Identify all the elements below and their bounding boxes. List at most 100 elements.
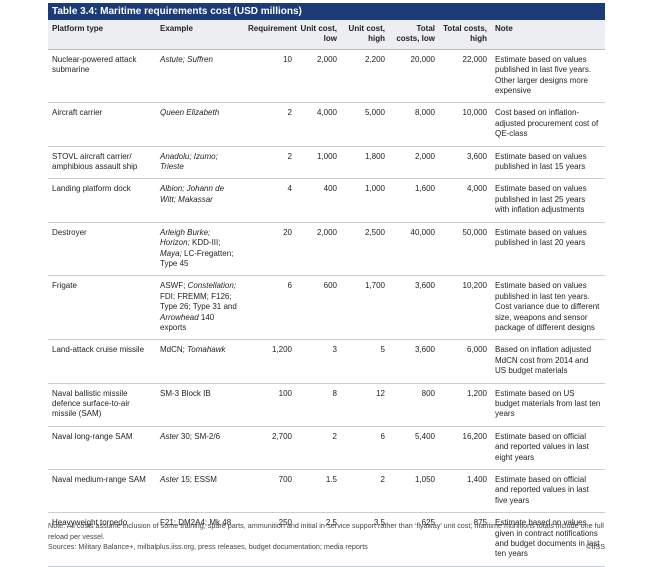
table-row: Naval medium-range SAM Aster 15; ESSM 700 1… xyxy=(48,469,605,514)
note-cell: Estimate based on US budget materials fr… xyxy=(491,383,605,427)
unit-low-cell: 2.5 xyxy=(296,512,341,567)
example-cell: Astute; Suffren xyxy=(156,49,244,104)
table-row: Frigate ASWF; Constellation; FDI; FREMM; … xyxy=(48,275,605,341)
table-row: Landing platform dock Albion; Johann de W… xyxy=(48,178,605,223)
table-panel: Table 3.4: Maritime requirements cost (U… xyxy=(48,3,605,567)
example-text: 30; SM-2/6 xyxy=(178,431,221,441)
example-cell: Albion; Johann de Witt; Makassar xyxy=(156,178,244,223)
unit-low-cell: 1.5 xyxy=(296,469,341,514)
total-high-cell: 16,200 xyxy=(439,426,491,471)
requirement-cell: 4 xyxy=(244,178,296,223)
total-high-cell: 6,000 xyxy=(439,339,491,384)
column-header: Unit cost, low xyxy=(296,20,341,50)
table-row: STOVL aircraft carrier/ amphibious assau… xyxy=(48,146,605,180)
requirement-cell: 250 xyxy=(244,512,296,567)
example-text: LC-Fregatten; Type 45 xyxy=(160,248,234,268)
total-low-cell: 800 xyxy=(389,383,439,427)
total-high-cell: 1,200 xyxy=(439,383,491,427)
example-text: Queen Elizabeth xyxy=(160,108,220,118)
table-row: Naval long-range SAM Aster 30; SM-2/6 2,70… xyxy=(48,426,605,471)
example-text: 140 exports xyxy=(160,312,215,332)
platform-cell: Destroyer xyxy=(48,222,156,277)
total-high-cell: 10,200 xyxy=(439,275,491,341)
header-row: Platform type Example Requirement Unit cost… xyxy=(48,20,605,50)
requirement-cell: 700 xyxy=(244,469,296,514)
column-header: Requirement xyxy=(244,20,297,50)
total-low-cell: 40,000 xyxy=(389,222,439,277)
note-cell: Based on inflation adjusted MdCN cost fr… xyxy=(491,339,605,384)
table-row: Naval ballistic missile defence surface-… xyxy=(48,383,605,427)
requirement-cell: 100 xyxy=(244,383,296,427)
table-row: Destroyer Arleigh Burke; Horizon; KDD-III… xyxy=(48,222,605,277)
note-cell: Estimate based on values given in contra… xyxy=(491,512,605,567)
table-title: Table 3.4: Maritime requirements cost (U… xyxy=(48,3,605,20)
total-low-cell: 8,000 xyxy=(389,102,439,147)
sources: Sources: Military Balance+, milbalplus.i… xyxy=(48,542,368,551)
unit-low-cell: 8 xyxy=(296,383,341,427)
example-cell: Aster 30; SM-2/6 xyxy=(156,426,244,471)
table-row: Nuclear-powered attack submarine Astute; … xyxy=(48,49,605,104)
example-text: Albion; Johann de Witt; Makassar xyxy=(160,184,225,204)
requirement-cell: 20 xyxy=(244,222,296,277)
note-cell: Estimate based on values published in la… xyxy=(491,146,605,180)
table-row: Land-attack cruise missile MdCN; Tomahawk… xyxy=(48,339,605,384)
example-text: MdCN; xyxy=(160,345,188,355)
total-low-cell: 1,600 xyxy=(389,178,439,223)
total-low-cell: 1,050 xyxy=(389,469,439,514)
unit-low-cell: 3 xyxy=(296,339,341,384)
note-cell: Estimate based on values published in la… xyxy=(491,49,605,104)
unit-low-cell: 4,000 xyxy=(296,102,341,147)
sources-line: Sources: Military Balance+, milbalplus.i… xyxy=(48,542,605,553)
unit-low-cell: 1,000 xyxy=(296,146,341,180)
column-header: Total costs, high xyxy=(439,20,491,50)
example-text: KDD-III; xyxy=(189,238,221,248)
unit-high-cell: 1,700 xyxy=(341,275,389,341)
example-text: Arleigh Burke; Horizon; xyxy=(160,227,211,248)
example-text: Arrowhead xyxy=(160,312,199,322)
unit-low-cell: 2,000 xyxy=(296,49,341,104)
unit-low-cell: 2,000 xyxy=(296,222,341,277)
copyright: ©IISS xyxy=(586,542,605,551)
total-high-cell: 50,000 xyxy=(439,222,491,277)
total-low-cell: 20,000 xyxy=(389,49,439,104)
footer: Note: All costs assume inclusion of some… xyxy=(48,521,605,553)
column-header: Note xyxy=(491,20,605,50)
unit-high-cell: 5,000 xyxy=(341,102,389,147)
unit-high-cell: 3.5 xyxy=(341,512,389,567)
column-header: Unit cost, high xyxy=(341,20,389,50)
requirement-cell: 2,700 xyxy=(244,426,296,471)
example-text: Maya; xyxy=(160,248,182,258)
example-text: Anadolu; Izumo; Trieste xyxy=(160,151,218,172)
total-high-cell: 3,600 xyxy=(439,146,491,180)
unit-high-cell: 6 xyxy=(341,426,389,471)
unit-high-cell: 2,200 xyxy=(341,49,389,104)
note-cell: Estimate based on values published in la… xyxy=(491,222,605,277)
data-table: Platform type Example Requirement Unit cost… xyxy=(48,20,605,567)
platform-cell: Aircraft carrier xyxy=(48,102,156,147)
unit-high-cell: 2 xyxy=(341,469,389,514)
total-low-cell: 2,000 xyxy=(389,146,439,180)
example-text: Aster xyxy=(160,475,179,484)
example-text: SM-3 Block IB xyxy=(160,388,211,398)
total-high-cell: 22,000 xyxy=(439,49,491,104)
platform-cell: Heavyweight torpedo xyxy=(48,512,156,567)
platform-cell: Frigate xyxy=(48,275,156,341)
platform-cell: STOVL aircraft carrier/ amphibious assau… xyxy=(48,146,156,180)
example-cell: Arleigh Burke; Horizon; KDD-III; Maya; L… xyxy=(156,222,244,277)
requirement-cell: 2 xyxy=(244,102,296,147)
total-low-cell: 5,400 xyxy=(389,426,439,471)
example-cell: Aster 15; ESSM xyxy=(156,469,244,514)
column-header: Platform type xyxy=(48,20,156,50)
example-text: Constellation; xyxy=(187,281,237,291)
platform-cell: Land-attack cruise missile xyxy=(48,339,156,384)
platform-cell: Naval long-range SAM xyxy=(48,426,156,471)
total-low-cell: 625 xyxy=(389,512,439,567)
platform-cell: Nuclear-powered attack submarine xyxy=(48,49,156,104)
example-text: Aster xyxy=(160,431,179,441)
total-low-cell: 3,600 xyxy=(389,275,439,341)
column-header: Total costs, low xyxy=(389,20,439,50)
table-row: Heavyweight torpedo F21; DM2A4; Mk 48 250 2… xyxy=(48,512,605,567)
example-cell: Queen Elizabeth xyxy=(156,102,244,147)
unit-high-cell: 1,000 xyxy=(341,178,389,223)
